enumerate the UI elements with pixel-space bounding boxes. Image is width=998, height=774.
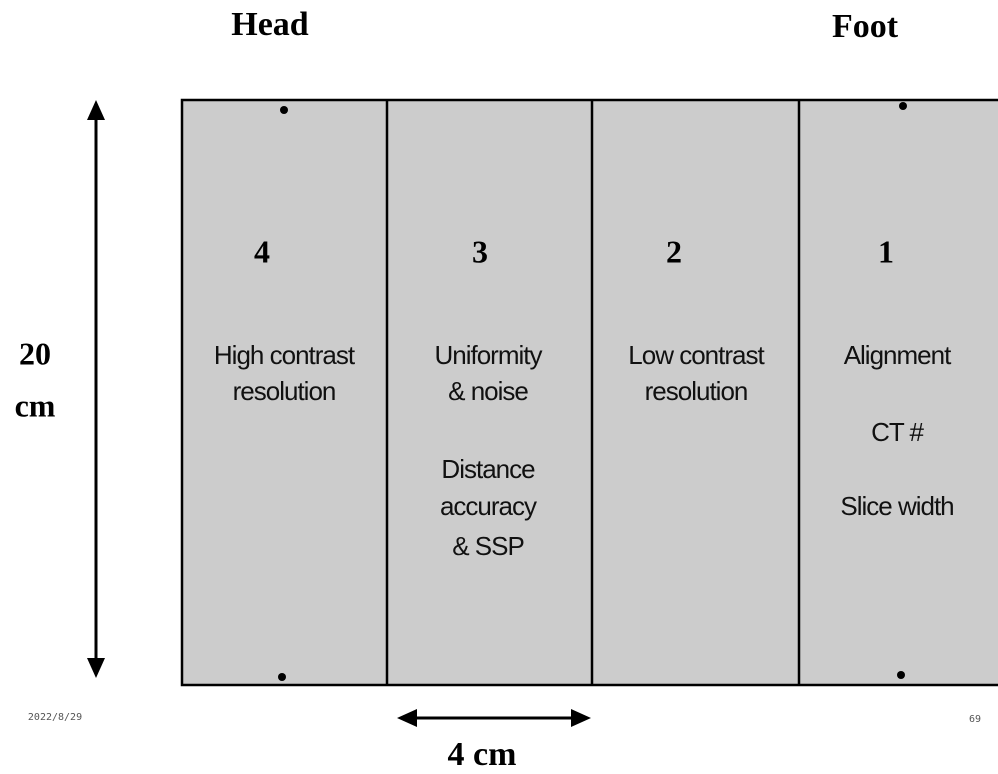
foot-label: Foot: [832, 8, 899, 45]
panel-number: 1: [878, 233, 894, 269]
panel-text: Slice width: [840, 491, 953, 521]
date: 2022/8/29: [28, 712, 82, 723]
panel-text: Low contrast: [628, 340, 765, 370]
panel-text: High contrast: [214, 340, 356, 370]
width-arrow: [397, 709, 591, 727]
panel-text: & SSP: [452, 531, 524, 561]
panel-text: Distance: [441, 454, 535, 484]
height-unit: cm: [15, 387, 56, 423]
panel-text: & noise: [448, 376, 528, 406]
panel-text: resolution: [233, 376, 336, 406]
panel-text: CT #: [871, 417, 924, 447]
panel-number: 2: [666, 233, 682, 269]
height-number: 20: [19, 335, 51, 371]
panel-text: Uniformity: [434, 340, 542, 370]
page-number: 69: [969, 714, 981, 725]
head-label: Head: [231, 6, 309, 43]
marker-dot: [899, 102, 907, 110]
panel-text: accuracy: [440, 491, 537, 521]
panel-number: 4: [254, 233, 270, 269]
panel-text: Alignment: [844, 340, 952, 370]
phantom: [180, 98, 998, 687]
marker-dot: [280, 106, 288, 114]
width-label: 4 cm: [448, 736, 517, 773]
marker-dot: [897, 671, 905, 679]
height-arrow: [87, 100, 105, 678]
panel-text: resolution: [645, 376, 748, 406]
panel-number: 3: [472, 233, 488, 269]
marker-dot: [278, 673, 286, 681]
